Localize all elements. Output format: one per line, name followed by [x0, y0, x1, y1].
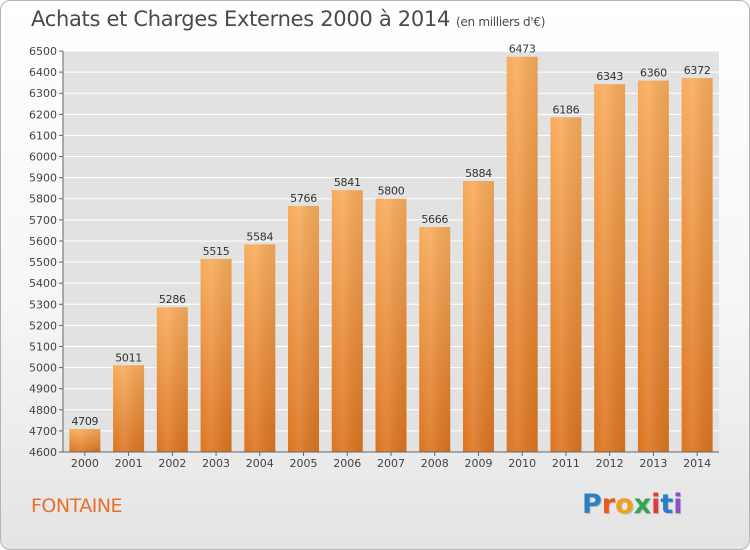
chart-title: Achats et Charges Externes 2000 à 2014 (e… [31, 7, 545, 31]
bar-shine [375, 198, 407, 452]
x-tick-label: 2008 [421, 457, 449, 470]
x-tick-label: 2013 [639, 457, 667, 470]
x-tick-label: 2000 [71, 457, 99, 470]
x-tick-label: 2003 [202, 457, 230, 470]
logo-letter: t [660, 489, 674, 520]
bar-shine [462, 181, 494, 452]
y-tick-label: 5200 [29, 319, 57, 332]
y-tick-label: 5600 [29, 235, 57, 248]
y-tick-label: 4600 [29, 446, 57, 459]
bar-shine [506, 56, 538, 452]
data-label: 5800 [378, 185, 405, 198]
data-label: 6372 [684, 64, 711, 77]
logo-letter: P [582, 489, 602, 520]
y-tick-label: 5800 [29, 193, 57, 206]
x-tick-label: 2002 [158, 457, 186, 470]
y-tick-label: 4700 [29, 425, 57, 438]
x-tick-label: 2004 [246, 457, 274, 470]
x-tick-label: 2012 [596, 457, 624, 470]
y-tick-label: 6300 [29, 87, 57, 100]
x-tick-label: 2011 [552, 457, 580, 470]
bar-shine [681, 78, 713, 452]
data-label: 4709 [71, 415, 98, 428]
y-tick-label: 4900 [29, 383, 57, 396]
logo-letter: x [633, 489, 652, 520]
y-tick-label: 5700 [29, 214, 57, 227]
x-tick-label: 2010 [508, 457, 536, 470]
y-tick-label: 6500 [29, 45, 57, 58]
data-label: 5841 [334, 176, 361, 189]
commune-name: FONTAINE [31, 495, 123, 517]
data-label: 5666 [421, 213, 448, 226]
bar-shine [156, 307, 188, 452]
data-label: 5011 [115, 351, 142, 364]
bar-shine [419, 227, 451, 452]
chart-title-text: Achats et Charges Externes 2000 à 2014 [31, 7, 451, 31]
bar-shine [550, 117, 582, 453]
x-tick-label: 2009 [464, 457, 492, 470]
x-tick-label: 2007 [377, 457, 405, 470]
bar-shine [113, 365, 145, 452]
y-tick-label: 6100 [29, 129, 57, 142]
x-tick-label: 2006 [333, 457, 361, 470]
x-tick-label: 2005 [290, 457, 318, 470]
data-label: 5884 [465, 167, 492, 180]
y-tick-label: 6000 [29, 151, 57, 164]
y-tick-label: 5500 [29, 256, 57, 269]
data-label: 5515 [203, 245, 230, 258]
data-label: 6186 [553, 103, 580, 116]
y-tick-label: 5400 [29, 277, 57, 290]
y-tick-label: 5900 [29, 172, 57, 185]
bar-shine [331, 190, 363, 452]
bar-shine [244, 244, 276, 452]
chart-subtitle: (en milliers d'€) [456, 15, 546, 29]
bar-shine [288, 205, 320, 452]
bar-shine [594, 84, 626, 453]
logo-letter: i [673, 489, 683, 520]
bar-shine [69, 428, 101, 452]
data-label: 6343 [596, 70, 623, 83]
y-tick-label: 6400 [29, 66, 57, 79]
y-tick-label: 5100 [29, 340, 57, 353]
logo-letter: r [601, 489, 616, 520]
bar-shine [200, 258, 232, 452]
data-label: 6360 [640, 67, 667, 80]
data-label: 6473 [509, 43, 536, 56]
x-tick-label: 2001 [115, 457, 143, 470]
bar-shine [637, 80, 669, 453]
y-tick-label: 4800 [29, 404, 57, 417]
logo-letter: o [615, 489, 634, 520]
y-tick-label: 5000 [29, 362, 57, 375]
y-tick-label: 6200 [29, 108, 57, 121]
logo-letter: i [651, 489, 661, 520]
data-label: 5584 [246, 230, 273, 243]
data-label: 5766 [290, 192, 317, 205]
data-label: 5286 [159, 293, 186, 306]
proxiti-logo: Proxiti [582, 489, 683, 520]
x-tick-label: 2014 [683, 457, 711, 470]
y-tick-label: 5300 [29, 298, 57, 311]
